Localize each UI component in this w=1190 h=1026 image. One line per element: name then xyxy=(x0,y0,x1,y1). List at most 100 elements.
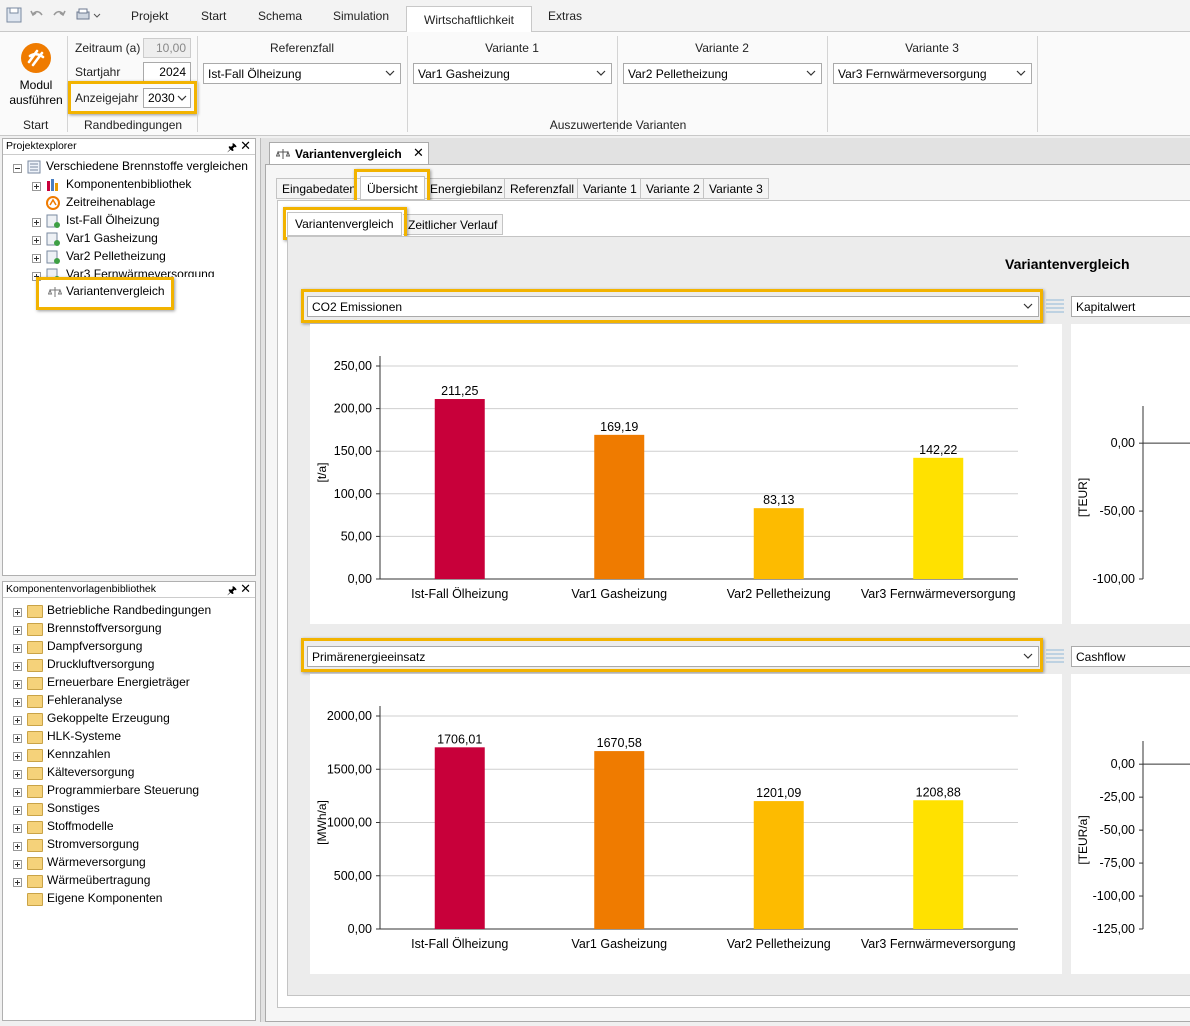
tree-item-var3[interactable]: Var3 Fernwärmeversorgung xyxy=(66,267,215,277)
library-item[interactable]: Wärmeversorgung xyxy=(47,855,146,869)
expand-icon[interactable] xyxy=(13,734,22,743)
expand-icon[interactable] xyxy=(13,824,22,833)
x-tick-label: Var2 Pelletheizung xyxy=(727,587,831,601)
expand-icon[interactable] xyxy=(32,182,41,191)
variant-document-icon xyxy=(46,250,60,264)
library-item[interactable]: Sonstiges xyxy=(47,801,100,815)
expand-icon[interactable] xyxy=(13,644,22,653)
menu-tab-extras[interactable]: Extras xyxy=(548,9,583,23)
expand-icon[interactable] xyxy=(13,662,22,671)
expand-icon[interactable] xyxy=(13,806,22,815)
variante1-select[interactable]: Var1 Gasheizung xyxy=(413,63,612,84)
expand-icon[interactable] xyxy=(32,236,41,245)
innertab-zeitlicher-verlauf[interactable]: Zeitlicher Verlauf xyxy=(403,214,504,235)
library-item[interactable]: Kennzahlen xyxy=(47,747,111,761)
close-icon[interactable]: ✕ xyxy=(240,581,251,596)
library-item[interactable]: HLK-Systeme xyxy=(47,729,122,743)
tree-item-komponentenbibliothek[interactable]: Komponentenbibliothek xyxy=(66,177,192,191)
document-tab[interactable]: Variantenvergleich ✕ xyxy=(269,142,429,164)
menu-tab-projekt[interactable]: Projekt xyxy=(131,9,169,23)
folder-icon xyxy=(27,695,43,708)
metric-select-bottom-right[interactable]: Cashflow xyxy=(1071,646,1190,667)
menu-tab-simulation[interactable]: Simulation xyxy=(333,9,390,23)
expand-icon[interactable] xyxy=(13,770,22,779)
expand-icon[interactable] xyxy=(13,626,22,635)
library-item[interactable]: Eigene Komponenten xyxy=(47,891,163,905)
subtab-variante1[interactable]: Variante 1 xyxy=(577,178,643,199)
tree-item-istfall[interactable]: Ist-Fall Ölheizung xyxy=(66,213,160,227)
run-button-label-1: Modul xyxy=(19,78,53,92)
expand-icon[interactable] xyxy=(13,752,22,761)
splitter-handle-icon[interactable] xyxy=(1044,646,1066,666)
chevron-down-icon xyxy=(385,70,395,76)
library-item[interactable]: Betriebliche Randbedingungen xyxy=(47,603,212,617)
y-tick-label: 0,00 xyxy=(1111,436,1135,450)
pin-icon[interactable]: 🖈 xyxy=(226,585,237,597)
variante3-select[interactable]: Var3 Fernwärmeversorgung xyxy=(833,63,1032,84)
library-item[interactable]: Brennstoffversorgung xyxy=(47,621,162,635)
save-icon[interactable] xyxy=(5,6,23,24)
close-icon[interactable]: ✕ xyxy=(413,145,424,160)
expand-icon[interactable] xyxy=(13,842,22,851)
print-icon[interactable] xyxy=(74,6,92,24)
subtab-referenzfall[interactable]: Referenzfall xyxy=(504,178,581,199)
chevron-down-icon xyxy=(177,95,187,101)
subtab-eingabedaten[interactable]: Eingabedaten xyxy=(276,178,363,199)
metric-select-top-right-value: Kapitalwert xyxy=(1076,300,1136,314)
metric-select-bottom-left[interactable]: Primärenergieeinsatz xyxy=(307,646,1039,667)
tree-item-var1[interactable]: Var1 Gasheizung xyxy=(66,231,158,245)
subtab-variante3[interactable]: Variante 3 xyxy=(703,178,769,199)
expand-icon[interactable] xyxy=(13,698,22,707)
subtab-variante2[interactable]: Variante 2 xyxy=(640,178,706,199)
library-item[interactable]: Druckluftversorgung xyxy=(47,657,155,671)
expand-icon[interactable] xyxy=(32,254,41,263)
referenzfall-select[interactable]: Ist-Fall Ölheizung xyxy=(203,63,401,84)
library-item[interactable]: Programmierbare Steuerung xyxy=(47,783,200,797)
tree-item-zeitreihenablage[interactable]: Zeitreihenablage xyxy=(66,195,156,209)
y-axis-label: [TEUR/a] xyxy=(1076,815,1090,864)
variante2-value: Var2 Pelletheizung xyxy=(628,67,728,81)
undo-icon[interactable] xyxy=(28,6,46,24)
startjahr-field[interactable]: 2024 xyxy=(143,62,191,82)
library-item[interactable]: Erneuerbare Energieträger xyxy=(47,675,190,689)
menu-tab-schema[interactable]: Schema xyxy=(258,9,303,23)
variante2-select[interactable]: Var2 Pelletheizung xyxy=(623,63,822,84)
close-icon[interactable]: ✕ xyxy=(240,138,251,153)
tree-item-variantenvergleich-row[interactable]: Variantenvergleich xyxy=(41,279,171,307)
expand-icon[interactable] xyxy=(32,218,41,227)
run-module-button[interactable]: Modul ausführen xyxy=(6,38,66,110)
splitter-handle-icon[interactable] xyxy=(1044,296,1066,316)
menu-tab-start[interactable]: Start xyxy=(201,9,227,23)
collapse-icon[interactable] xyxy=(13,164,22,173)
expand-icon[interactable] xyxy=(13,860,22,869)
timeseries-icon xyxy=(46,196,60,210)
library-item[interactable]: Wärmeübertragung xyxy=(47,873,151,887)
innertab-variantenvergleich[interactable]: Variantenvergleich xyxy=(287,212,402,236)
library-item[interactable]: Kälteversorgung xyxy=(47,765,135,779)
tree-item-var2[interactable]: Var2 Pelletheizung xyxy=(66,249,166,263)
subtab-energiebilanz[interactable]: Energiebilanz xyxy=(423,178,509,199)
data-label: 169,19 xyxy=(600,420,638,434)
library-item[interactable]: Stoffmodelle xyxy=(47,819,114,833)
metric-select-top-right[interactable]: Kapitalwert xyxy=(1071,296,1190,317)
menu-tab-wirtschaftlichkeit[interactable]: Wirtschaftlichkeit xyxy=(406,6,533,33)
redo-icon[interactable] xyxy=(50,6,68,24)
zeitraum-field[interactable]: 10,00 xyxy=(143,38,191,58)
y-tick-label: -100,00 xyxy=(1093,572,1135,586)
library-item[interactable]: Fehleranalyse xyxy=(47,693,123,707)
expand-icon[interactable] xyxy=(13,680,22,689)
x-tick-label: Var2 Pelletheizung xyxy=(727,937,831,951)
quick-access-dropdown-icon[interactable] xyxy=(92,6,102,24)
metric-select-top-left[interactable]: CO2 Emissionen xyxy=(307,296,1039,317)
expand-icon[interactable] xyxy=(13,788,22,797)
library-item[interactable]: Stromversorgung xyxy=(47,837,140,851)
library-item[interactable]: Gekoppelte Erzeugung xyxy=(47,711,170,725)
expand-icon[interactable] xyxy=(13,608,22,617)
library-item[interactable]: Dampfversorgung xyxy=(47,639,143,653)
anzeigejahr-select[interactable]: 2030 xyxy=(143,88,191,108)
expand-icon[interactable] xyxy=(13,716,22,725)
pin-icon[interactable]: 🖈 xyxy=(226,142,237,154)
expand-icon[interactable] xyxy=(13,878,22,887)
tree-root-project[interactable]: Verschiedene Brennstoffe vergleichen xyxy=(46,159,248,173)
subtab-uebersicht[interactable]: Übersicht xyxy=(360,176,425,200)
